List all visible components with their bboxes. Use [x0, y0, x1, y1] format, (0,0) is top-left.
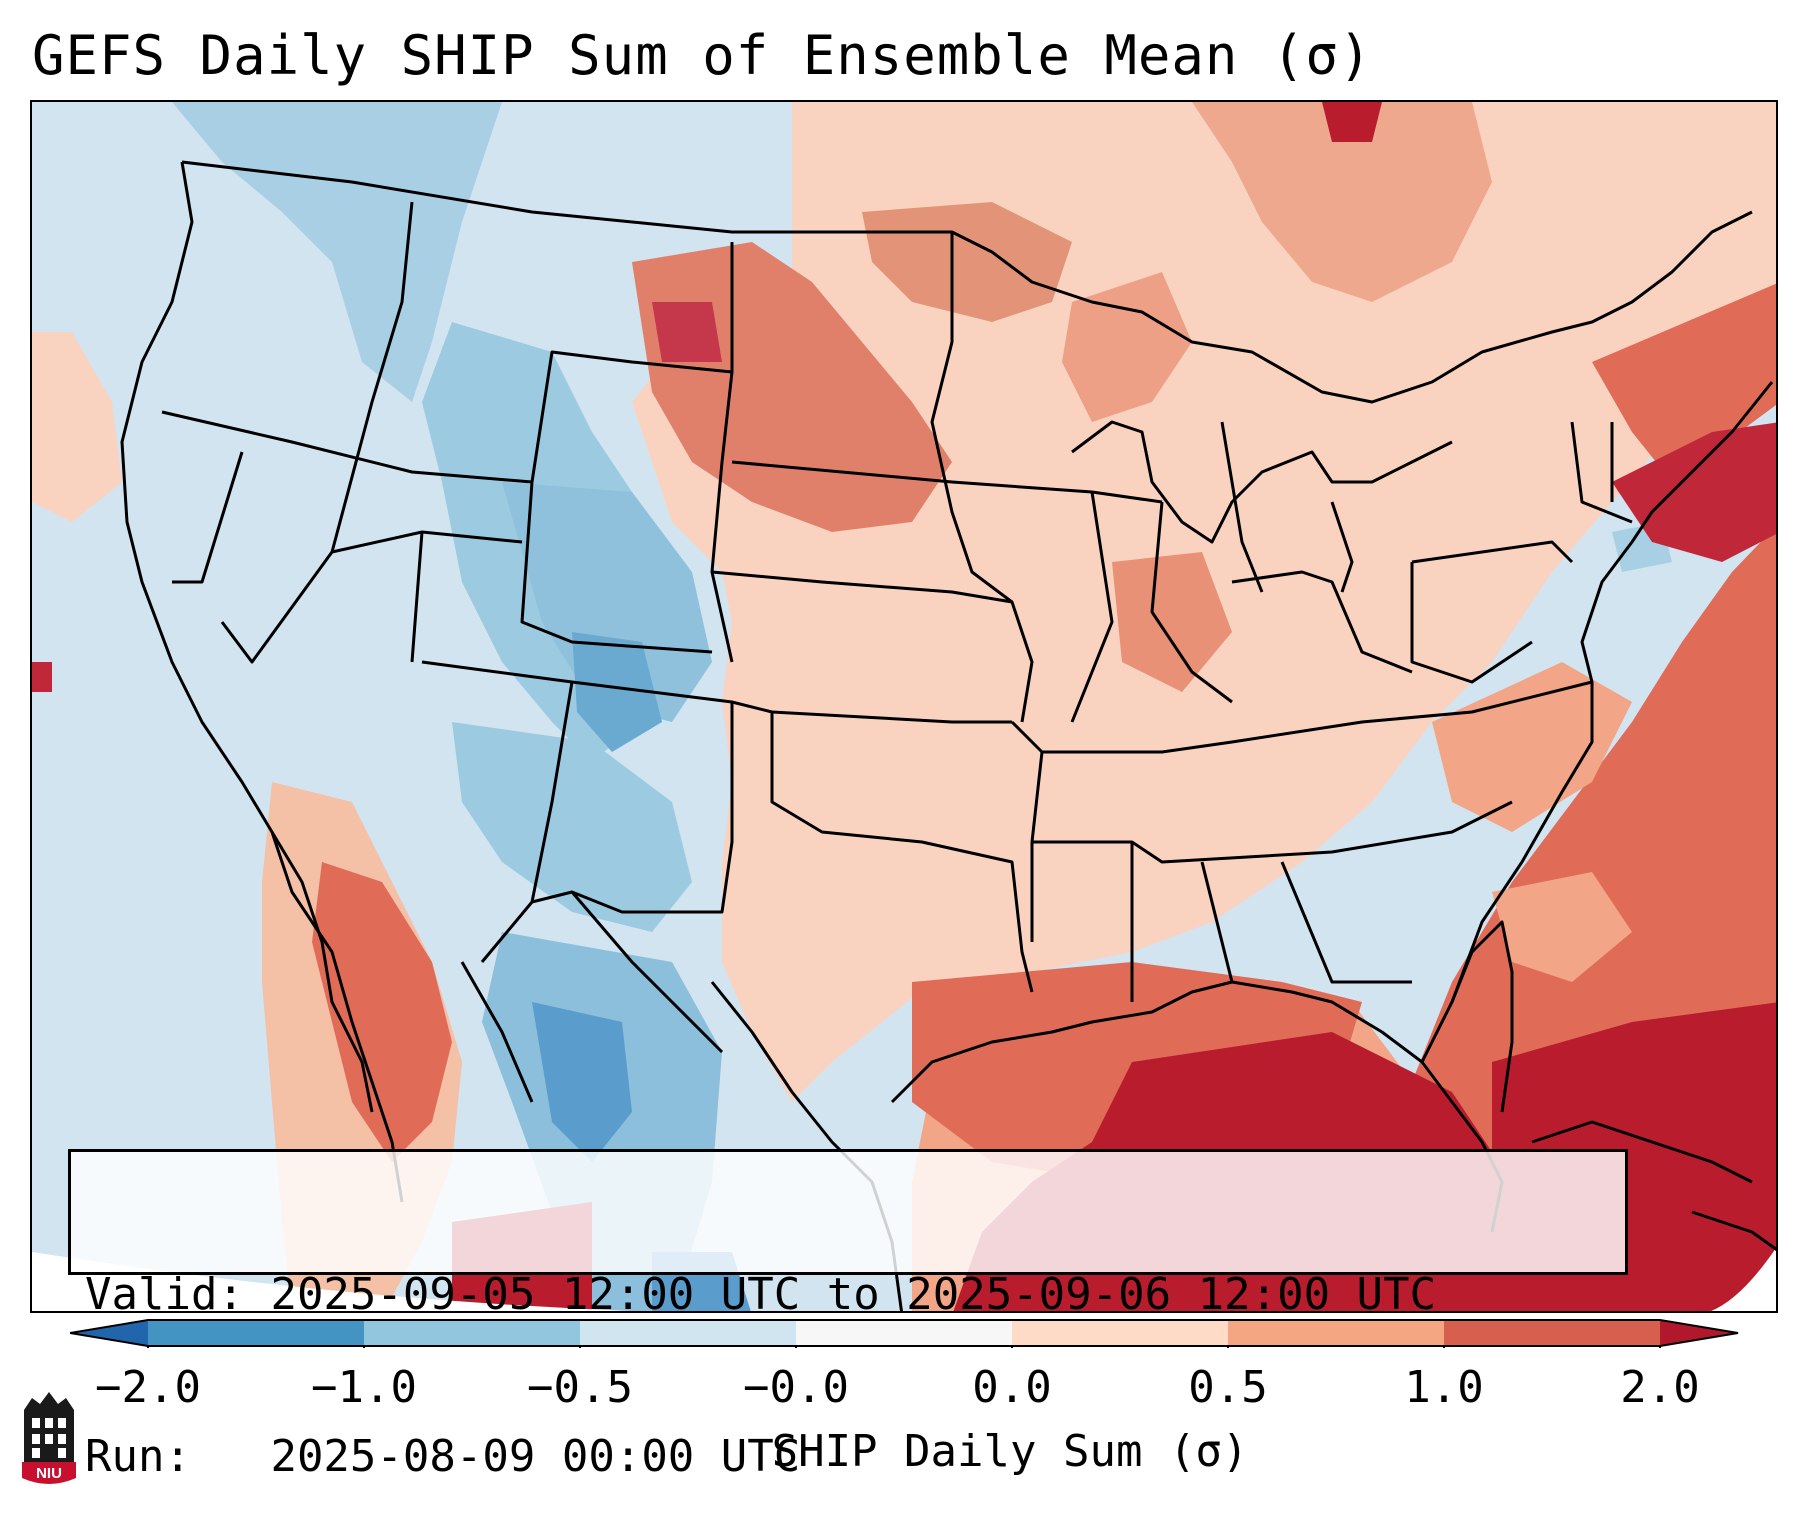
colorbar-label: SHIP Daily Sum (σ)	[771, 1426, 1249, 1477]
colorbar-bin	[580, 1320, 796, 1346]
colorbar	[70, 1319, 1739, 1348]
map-panel[interactable]	[30, 100, 1778, 1313]
colorbar-tick-label: 0.5	[1188, 1362, 1268, 1413]
colorbar-tick-marks	[147, 1346, 1661, 1348]
run-value: 2025-08-09 00:00 UTC	[270, 1431, 801, 1482]
run-row: Run: 2025-08-09 00:00 UTC	[85, 1430, 1611, 1484]
colorbar-under-arrow	[70, 1320, 148, 1346]
niu-logo: NIU	[22, 1392, 76, 1484]
colorbar-bin	[796, 1320, 1012, 1346]
colorbar-bin	[1012, 1320, 1228, 1346]
validity-info-box: Valid: 2025-09-05 12:00 UTC to 2025-09-0…	[68, 1149, 1628, 1482]
run-label: Run:	[85, 1431, 191, 1482]
boundary-lines	[120, 160, 1776, 1311]
colorbar-bin	[1228, 1320, 1444, 1346]
colorbar-tick-label: −0.5	[527, 1362, 633, 1413]
colorbar-tick-label: 2.0	[1620, 1362, 1700, 1413]
colorbar-tick-label: 0.0	[972, 1362, 1052, 1413]
colorbar-bin	[1444, 1320, 1660, 1346]
negative-anomaly-fields	[172, 102, 1672, 1311]
colorbar-tick-label: 1.0	[1404, 1362, 1484, 1413]
logo-banner	[22, 1462, 76, 1484]
map-canvas	[32, 102, 1776, 1311]
valid-row: Valid: 2025-09-05 12:00 UTC to 2025-09-0…	[85, 1268, 1611, 1322]
logo-text: NIU	[36, 1465, 62, 1482]
valid-label: Valid:	[85, 1269, 244, 1320]
colorbar-tick-label: −2.0	[95, 1362, 201, 1413]
colorbar-over-arrow	[1660, 1320, 1738, 1346]
colorbar-bin	[148, 1320, 364, 1346]
map-title: GEFS Daily SHIP Sum of Ensemble Mean (σ)	[32, 24, 1373, 87]
colorbar-tick-label: −1.0	[311, 1362, 417, 1413]
colorbar-tick-label: −0.0	[743, 1362, 849, 1413]
colorbar-bin	[364, 1320, 580, 1346]
valid-value: 2025-09-05 12:00 UTC to 2025-09-06 12:00…	[270, 1269, 1437, 1320]
